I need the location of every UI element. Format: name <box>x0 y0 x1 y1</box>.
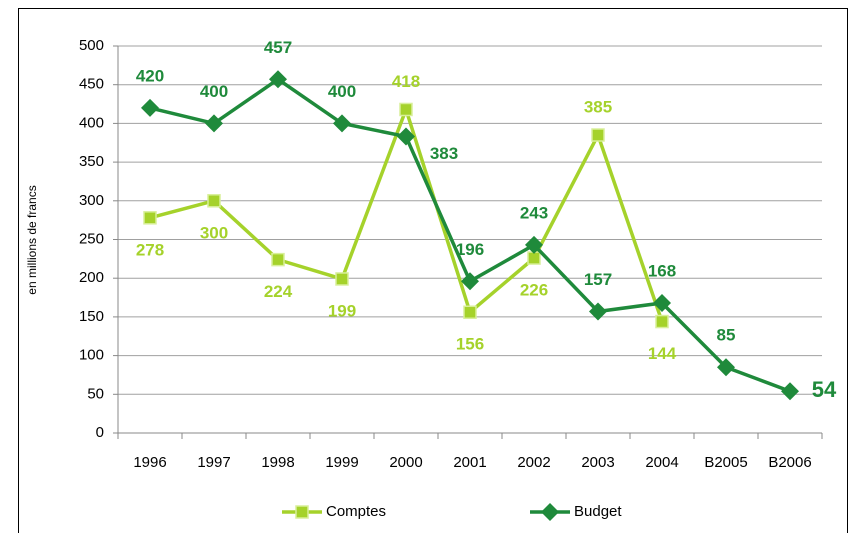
marker <box>141 98 159 117</box>
data-label: 400 <box>328 82 356 101</box>
x-tick-label: 2000 <box>389 454 422 471</box>
marker <box>269 70 287 89</box>
x-tick-label: B2006 <box>768 454 811 471</box>
data-label: 85 <box>717 326 736 345</box>
data-label: 385 <box>584 97 612 116</box>
data-label: 54 <box>812 377 837 402</box>
data-label: 400 <box>200 82 228 101</box>
data-label: 156 <box>456 335 484 354</box>
y-tick-label: 0 <box>96 424 104 441</box>
x-tick-label: 2001 <box>453 454 486 471</box>
data-label: 168 <box>648 261 676 280</box>
marker <box>333 114 351 133</box>
y-tick-label: 400 <box>79 114 104 131</box>
y-tick-label: 450 <box>79 76 104 93</box>
data-label: 243 <box>520 203 548 222</box>
marker <box>463 305 477 320</box>
y-tick-label: 500 <box>79 37 104 54</box>
marker <box>397 127 415 146</box>
x-tick-label: 1997 <box>197 454 230 471</box>
y-tick-label: 150 <box>79 308 104 325</box>
marker <box>525 235 543 254</box>
y-tick-label: 300 <box>79 192 104 209</box>
x-tick-label: 1998 <box>261 454 294 471</box>
marker <box>271 252 285 267</box>
x-tick-label: 2002 <box>517 454 550 471</box>
data-label: 224 <box>264 282 293 301</box>
marker <box>143 211 157 225</box>
marker <box>295 505 309 519</box>
marker <box>589 302 607 321</box>
chart-frame <box>18 8 848 533</box>
y-tick-label: 100 <box>79 347 104 364</box>
legend-label: Comptes <box>326 503 386 520</box>
data-label: 196 <box>456 240 484 259</box>
y-axis-label: en millions de francs <box>25 185 39 294</box>
marker <box>399 102 413 117</box>
data-label: 457 <box>264 38 292 57</box>
y-tick-label: 250 <box>79 230 104 247</box>
marker <box>335 272 349 286</box>
marker <box>207 194 221 208</box>
data-label: 199 <box>328 301 356 320</box>
data-label: 418 <box>392 72 420 91</box>
marker <box>653 293 671 312</box>
data-label: 226 <box>520 281 548 300</box>
y-tick-label: 200 <box>79 269 104 286</box>
x-tick-label: 1996 <box>133 454 166 471</box>
data-label: 300 <box>200 223 228 242</box>
x-tick-label: 2003 <box>581 454 614 471</box>
data-label: 278 <box>136 240 164 259</box>
marker <box>655 314 669 329</box>
y-tick-label: 350 <box>79 153 104 170</box>
marker <box>205 114 223 133</box>
data-label: 383 <box>430 144 458 163</box>
x-tick-label: B2005 <box>704 454 747 471</box>
data-label: 420 <box>136 66 164 85</box>
marker <box>461 272 479 291</box>
marker <box>591 128 605 142</box>
legend-label: Budget <box>574 503 622 520</box>
marker <box>541 503 559 521</box>
marker <box>717 358 735 377</box>
y-tick-label: 50 <box>87 385 104 402</box>
marker <box>781 382 799 401</box>
x-tick-label: 2004 <box>645 454 678 471</box>
x-tick-label: 1999 <box>325 454 358 471</box>
data-label: 157 <box>584 270 612 289</box>
data-label: 144 <box>648 344 677 363</box>
